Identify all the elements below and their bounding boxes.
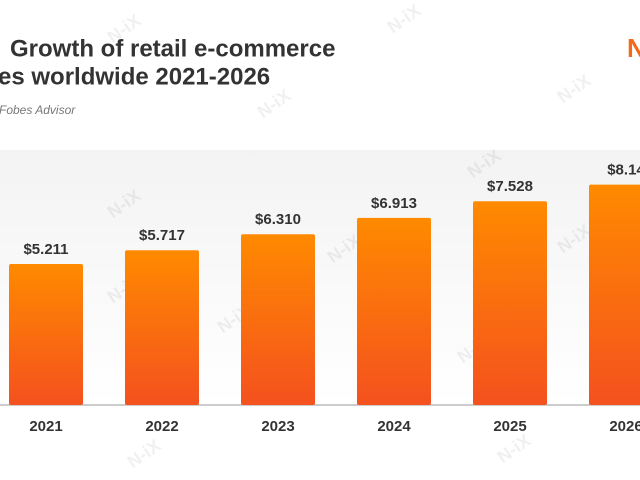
- x-tick-label: 2021: [29, 418, 62, 435]
- bar: [473, 201, 547, 405]
- value-label: $6.310: [255, 211, 301, 228]
- watermark: N-iX: [124, 435, 165, 472]
- bar: [125, 250, 199, 405]
- source: Fobes Advisor: [0, 103, 76, 117]
- bar: [9, 263, 83, 405]
- title-line: es worldwide 2021-2026: [0, 63, 270, 90]
- watermark: N-iX: [494, 430, 535, 467]
- x-tick-label: 2023: [261, 418, 294, 435]
- x-tick-label: 2024: [377, 418, 411, 435]
- watermark: N-iX: [554, 70, 595, 107]
- bar: [357, 217, 431, 405]
- value-label: $5.211: [23, 241, 68, 258]
- x-tick-label: 2025: [493, 418, 526, 435]
- watermark: N-iX: [254, 85, 295, 122]
- watermark: N-iX: [384, 0, 425, 37]
- bar: [589, 184, 640, 405]
- bar: [241, 234, 315, 405]
- value-label: $7.528: [487, 178, 533, 195]
- x-tick-label: 2026: [609, 418, 640, 435]
- title-line: Growth of retail e-commerce: [10, 35, 335, 62]
- logo: N: [627, 33, 640, 63]
- value-label: $5.717: [139, 227, 185, 244]
- x-tick-label: 2022: [145, 418, 178, 435]
- value-label: $8.14: [607, 162, 640, 179]
- value-label: $6.913: [371, 195, 417, 212]
